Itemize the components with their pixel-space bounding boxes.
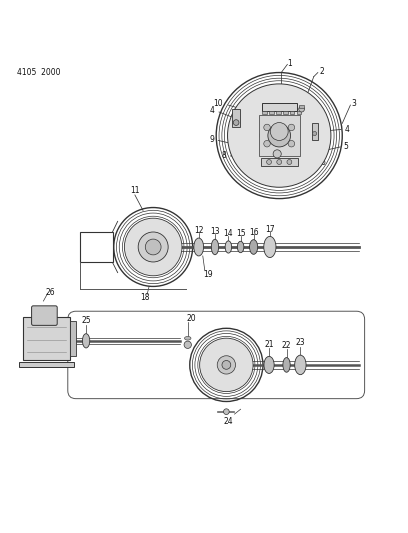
Bar xyxy=(312,123,318,140)
Text: 4: 4 xyxy=(345,125,350,134)
Circle shape xyxy=(138,232,168,262)
Circle shape xyxy=(266,159,271,165)
Text: 17: 17 xyxy=(265,224,275,233)
Text: 16: 16 xyxy=(249,228,258,237)
Text: 4105  2000: 4105 2000 xyxy=(17,68,60,77)
Circle shape xyxy=(217,356,235,374)
Text: 24: 24 xyxy=(224,417,233,426)
Circle shape xyxy=(270,123,288,141)
Bar xyxy=(80,232,113,262)
Ellipse shape xyxy=(194,238,204,256)
Bar xyxy=(23,317,70,360)
Circle shape xyxy=(145,239,161,255)
Text: 13: 13 xyxy=(210,228,220,237)
Circle shape xyxy=(287,159,292,165)
Ellipse shape xyxy=(237,241,244,253)
Circle shape xyxy=(124,218,182,276)
Text: 4: 4 xyxy=(209,106,214,115)
Ellipse shape xyxy=(211,239,219,255)
Ellipse shape xyxy=(82,334,90,348)
Bar xyxy=(269,111,274,115)
Ellipse shape xyxy=(295,355,306,375)
Bar xyxy=(299,106,304,108)
Circle shape xyxy=(260,117,298,155)
Ellipse shape xyxy=(264,237,276,257)
Text: 7: 7 xyxy=(288,176,293,185)
Text: 21: 21 xyxy=(264,340,274,349)
Circle shape xyxy=(233,120,239,125)
Bar xyxy=(283,111,288,115)
Circle shape xyxy=(268,124,290,147)
Ellipse shape xyxy=(264,357,274,374)
Text: 20: 20 xyxy=(187,314,197,323)
Text: 15: 15 xyxy=(236,230,245,238)
Text: 25: 25 xyxy=(81,316,91,325)
Ellipse shape xyxy=(225,241,232,253)
Circle shape xyxy=(288,141,295,147)
Bar xyxy=(262,111,267,115)
Circle shape xyxy=(288,124,295,131)
Bar xyxy=(297,111,302,115)
Circle shape xyxy=(222,360,231,369)
Text: 19: 19 xyxy=(203,270,213,279)
Text: 11: 11 xyxy=(130,187,140,196)
Circle shape xyxy=(200,338,253,392)
Circle shape xyxy=(224,409,229,415)
Bar xyxy=(19,362,74,367)
Text: 3: 3 xyxy=(351,99,356,108)
Bar xyxy=(261,158,297,166)
Ellipse shape xyxy=(184,336,191,340)
FancyBboxPatch shape xyxy=(31,306,57,325)
Text: 23: 23 xyxy=(295,338,305,348)
Bar xyxy=(259,115,299,156)
Text: 9: 9 xyxy=(209,135,214,144)
Text: 8: 8 xyxy=(222,151,226,159)
Circle shape xyxy=(264,141,270,147)
Text: 14: 14 xyxy=(224,229,233,238)
Circle shape xyxy=(184,341,191,349)
Text: 10: 10 xyxy=(213,99,223,108)
Bar xyxy=(290,111,295,115)
Circle shape xyxy=(228,84,331,187)
Circle shape xyxy=(264,124,270,131)
Bar xyxy=(276,111,281,115)
Circle shape xyxy=(299,106,304,112)
Bar xyxy=(262,103,297,111)
Text: 1: 1 xyxy=(287,59,292,68)
Text: 12: 12 xyxy=(194,226,204,235)
Text: 22: 22 xyxy=(282,341,291,350)
Text: 26: 26 xyxy=(46,288,55,297)
Circle shape xyxy=(277,159,282,165)
Circle shape xyxy=(273,150,281,158)
Text: 18: 18 xyxy=(140,293,150,302)
Text: 5: 5 xyxy=(344,142,348,151)
Bar xyxy=(70,321,76,356)
Bar xyxy=(233,109,240,127)
Circle shape xyxy=(313,132,317,135)
Text: 2: 2 xyxy=(319,67,324,76)
Ellipse shape xyxy=(250,240,258,254)
Ellipse shape xyxy=(283,358,290,372)
Text: 6: 6 xyxy=(321,158,326,167)
